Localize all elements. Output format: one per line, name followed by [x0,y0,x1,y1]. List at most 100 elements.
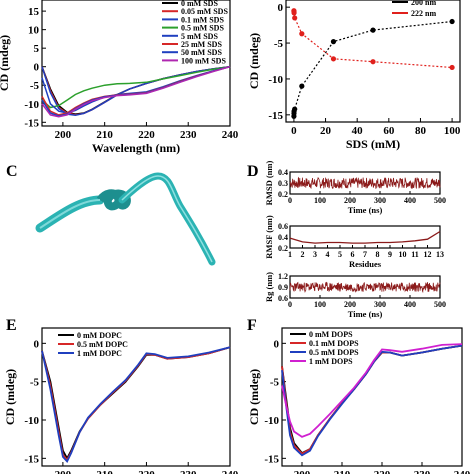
y-tick-label: -10 [24,99,39,111]
x-tick-label: 220 [374,469,391,474]
legend-label: 1 mM DOPS [309,357,353,366]
y-tick-label: 0.9 [278,283,288,292]
series-line [293,10,453,69]
series-line [41,346,231,463]
x-tick-label: 200 [344,300,356,309]
x-tick-label: 230 [180,129,197,141]
y-tick-label: 0.6 [278,294,288,303]
data-point [299,31,305,37]
y-tick-label: -10 [24,415,39,427]
y-tick-label: 1.2 [278,272,288,281]
x-tick-label: 200 [344,196,356,205]
x-tick-label: 100 [444,125,461,137]
x-tick-label: 230 [414,469,431,474]
panel-b-chart: 0 20 40 60 80 100 0 -5 -10 -15 SDS (mM) CD (mdeg) 20… [247,0,461,151]
legend-label: 0.1 mM SDS [181,15,224,24]
legend-label: 222 nm [411,9,436,18]
x-tick-label: 4 [326,250,330,259]
legend-label: 5 mM SDS [181,32,218,41]
legend-label: 50 mM SDS [181,48,222,57]
series-line [41,346,231,461]
x-tick-label: 20 [320,125,332,137]
x-tick-label: 400 [404,300,416,309]
y-tick-label: 0 [34,338,40,350]
series-line [41,65,231,118]
x-tick-label: 240 [222,129,239,141]
data-point [292,106,298,112]
x-tick-label: 5 [338,250,342,259]
panel-c-letter: C [6,163,18,180]
y-tick-label: 0 [278,2,284,14]
data-point [299,83,305,89]
x-tick-label: 220 [138,129,155,141]
x-tick-label: 0 [288,300,292,309]
panel-d-letter: D [247,163,259,180]
data-point [291,10,297,16]
x-tick-label: 210 [96,129,113,141]
panel-e-letter: E [6,317,17,334]
x-tick-label: 100 [314,300,326,309]
x-tick-label: 8 [376,250,380,259]
x-tick-label: 3 [313,250,317,259]
x-tick-label: 210 [96,469,113,474]
y-tick-label: -15 [24,117,39,129]
y-axis-label: CD (mdeg) [247,369,261,425]
series-line [293,20,453,117]
x-tick-label: 500 [434,300,446,309]
data-point [292,15,298,21]
panel-f-chart: 200 210 220 230 240 0 -5 -10 -15 CD (mdeg) 0 mM DO… [247,327,471,474]
series-line [41,65,231,117]
y-tick-label: -15 [24,453,39,465]
x-tick-label: 0 [291,125,297,137]
y-tick-label: -10 [268,74,283,86]
x-tick-label: 240 [222,469,239,474]
legend-label: 200 nm [411,0,436,7]
x-tick-label: 10 [399,250,407,259]
y-tick-label: 5 [34,43,40,55]
legend-label: 25 mM SDS [181,40,222,49]
legend-label: 0 mM SDS [181,0,218,8]
x-tick-label: 7 [363,250,367,259]
x-tick-label: 100 [314,196,326,205]
y-tick-label: 0 [274,338,280,350]
y-axis-label: RMSF (nm) [264,215,274,259]
legend-label: 0 mM DOPS [309,330,353,339]
plot-frame [285,0,461,123]
y-tick-label: 0 [34,62,40,74]
data-point [449,18,455,25]
x-axis-label: Residues [349,259,382,269]
series-line [281,343,463,438]
x-tick-label: 200 [294,469,311,474]
x-axis-label: Time (ns) [348,309,383,319]
y-tick-label: 0.4 [278,233,288,242]
panel-f-letter: F [247,317,257,334]
x-tick-label: 13 [436,250,444,259]
x-tick-label: 12 [424,250,432,259]
y-tick-label: -5 [274,38,284,50]
series-line [289,230,441,244]
series-line [289,281,441,294]
series-line [41,65,231,114]
y-axis-label: CD (mdeg) [247,33,261,89]
x-axis-label: SDS (mM) [346,137,400,151]
panel-e-chart: 200 210 220 230 240 0 -5 -10 -15 CD (mdeg) 0 mM DO… [3,327,239,474]
x-tick-label: 300 [374,196,386,205]
x-tick-label: 2 [301,250,305,259]
y-tick-label: -5 [30,377,40,389]
legend-label: 100 mM SDS [181,56,226,65]
legend-label: 0.5 mM SDS [181,24,224,33]
y-tick-label: 0.2 [278,244,288,253]
plot-frame [41,0,231,127]
x-tick-label: 200 [55,129,72,141]
x-axis-label: Wavelength (nm) [92,141,180,155]
y-axis-label: CD (mdeg) [3,369,17,425]
y-tick-label: 10 [28,25,40,37]
y-tick-label: 0.2 [278,190,288,199]
plot-frame [41,327,231,467]
series-line [289,176,441,190]
x-tick-label: 400 [404,196,416,205]
x-tick-label: 200 [55,469,72,474]
panel-a-chart: 200 210 220 230 240 -15 -10 -5 0 5 10 15 Wavelength … [0,0,239,155]
helix-structure-image [35,172,216,266]
